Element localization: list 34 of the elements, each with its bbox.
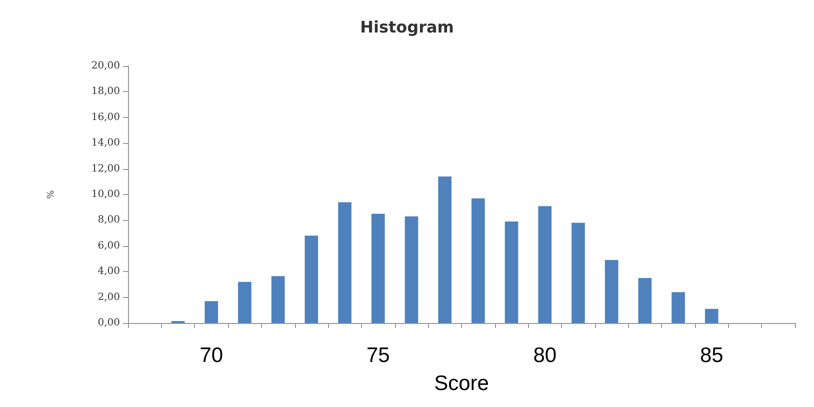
bar: [338, 202, 352, 323]
y-tick-label: 18,00: [91, 86, 120, 98]
bar: [572, 222, 585, 323]
y-axis-title: %: [46, 190, 56, 199]
bar: [438, 176, 452, 323]
x-tick-label: 70: [200, 344, 224, 367]
bar: [504, 221, 518, 323]
bar: [638, 278, 652, 323]
bar: [672, 292, 685, 323]
y-tick-label: 12,00: [91, 163, 120, 174]
y-tick-label: 6,00: [98, 240, 120, 252]
y-tick-label: 16,00: [91, 112, 120, 123]
y-tick-label: 8,00: [98, 214, 120, 226]
y-tick-label: 20,00: [91, 60, 120, 72]
y-tick-label: 4,00: [98, 266, 120, 278]
bar: [271, 276, 285, 323]
chart-title: Histogram: [360, 18, 454, 36]
bar: [472, 198, 485, 323]
bar: [304, 236, 318, 323]
x-tick-label: 75: [366, 344, 390, 367]
y-tick-label: 0,00: [98, 318, 120, 328]
bar: [704, 308, 718, 323]
y-tick-label: 14,00: [91, 138, 120, 149]
x-tick-label: 80: [533, 344, 557, 367]
x-axis-title: Score: [434, 372, 489, 395]
bar: [204, 301, 218, 323]
bar: [371, 214, 385, 323]
x-tick-label: 85: [700, 344, 724, 367]
bar: [604, 260, 618, 323]
bar: [404, 216, 418, 323]
bar: [238, 282, 252, 323]
y-tick-label: 10,00: [91, 189, 120, 200]
y-tick-label: 2,00: [98, 292, 120, 303]
bar: [538, 206, 552, 323]
